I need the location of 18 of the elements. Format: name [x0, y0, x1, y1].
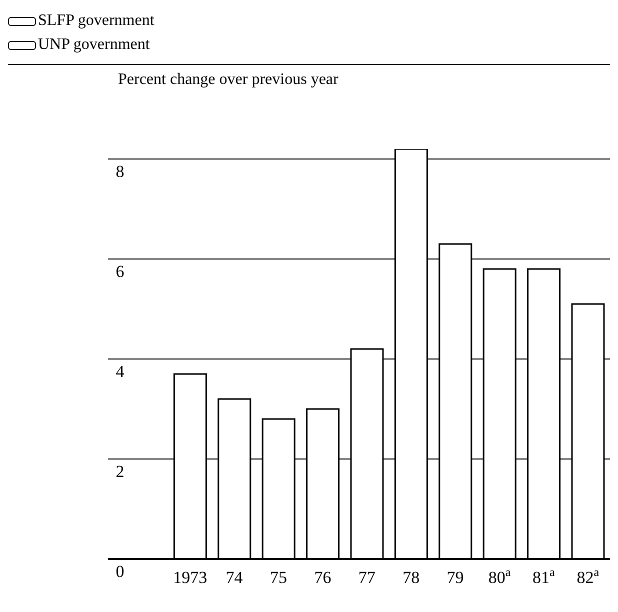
legend-label: UNP government [38, 36, 150, 54]
y-tick-label: 4 [116, 362, 125, 381]
y-tick-label: 0 [116, 562, 124, 581]
y-axis-title: Percent change over previous year [117, 70, 340, 89]
y-tick-label: 2 [116, 462, 124, 481]
x-tick-label: 76 [314, 568, 332, 587]
x-tick-label: 75 [270, 568, 287, 587]
x-tick-label: 74 [226, 568, 244, 587]
x-tick-label: 78 [402, 568, 420, 587]
legend-label: SLFP government [38, 12, 154, 30]
x-tick-label: 80$^{a}$ [488, 565, 512, 587]
x-tick-label: 82$^{a}$ [576, 565, 600, 587]
x-tick-label: 79 [446, 568, 464, 587]
y-tick-label: 8 [116, 162, 124, 181]
x-tick-label: 81$^{a}$ [532, 565, 556, 587]
y-tick-label: 6 [116, 262, 124, 281]
x-tick-label: 77 [358, 568, 376, 587]
x-tick-label: 1973 [173, 568, 208, 587]
